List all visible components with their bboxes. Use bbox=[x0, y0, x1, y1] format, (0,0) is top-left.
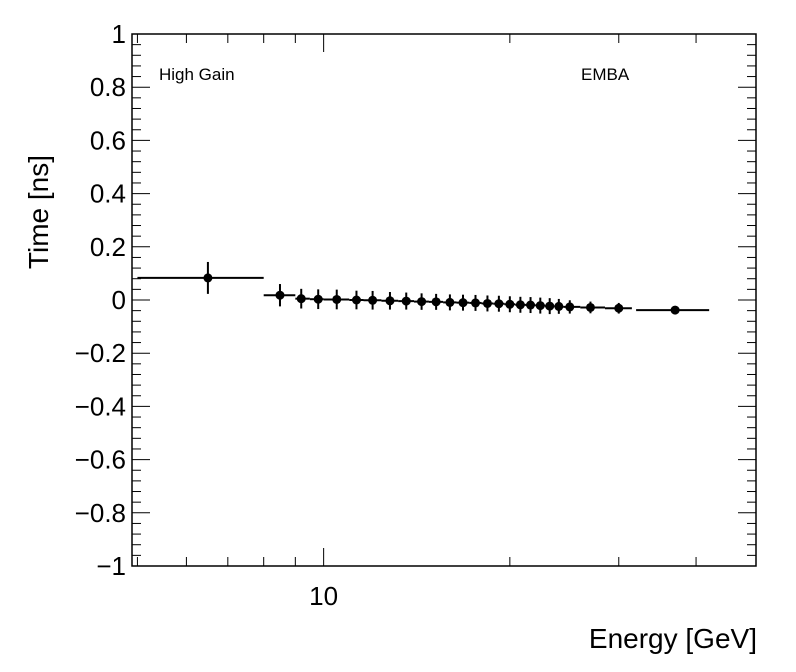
data-point bbox=[516, 300, 525, 309]
y-tick-label: 0.2 bbox=[90, 232, 126, 262]
data-point bbox=[432, 297, 441, 306]
data-point bbox=[536, 301, 545, 310]
annotation-gain: High Gain bbox=[159, 65, 235, 84]
axis-ticks bbox=[132, 34, 756, 566]
data-point bbox=[505, 300, 514, 309]
y-tick-label: −1 bbox=[96, 551, 126, 581]
y-tick-label: 0.8 bbox=[90, 72, 126, 102]
data-point bbox=[526, 301, 535, 310]
data-point bbox=[314, 295, 323, 304]
data-point bbox=[297, 294, 306, 303]
x-axis-title: Energy [GeV] bbox=[589, 623, 757, 654]
y-tick-label: 0.6 bbox=[90, 125, 126, 155]
y-tick-label: 0.4 bbox=[90, 179, 126, 209]
data-point bbox=[554, 302, 563, 311]
data-markers bbox=[137, 262, 709, 315]
data-point bbox=[385, 296, 394, 305]
y-tick-label: 0 bbox=[112, 285, 126, 315]
y-tick-label: −0.2 bbox=[75, 338, 126, 368]
data-point bbox=[445, 298, 454, 307]
data-point bbox=[417, 297, 426, 306]
data-point bbox=[545, 302, 554, 311]
data-point bbox=[671, 306, 680, 315]
y-tick-label: −0.4 bbox=[75, 391, 126, 421]
data-point bbox=[275, 291, 284, 300]
data-point bbox=[368, 296, 377, 305]
data-point bbox=[483, 299, 492, 308]
y-tick-label: −0.6 bbox=[75, 445, 126, 475]
data-point bbox=[586, 303, 595, 312]
y-axis-title: Time [ns] bbox=[23, 155, 54, 269]
data-point bbox=[352, 296, 361, 305]
data-point bbox=[471, 298, 480, 307]
plot-frame bbox=[132, 34, 756, 566]
y-tick-label: −0.8 bbox=[75, 498, 126, 528]
x-tick-labels: 10 bbox=[309, 581, 338, 611]
data-point bbox=[494, 299, 503, 308]
data-point bbox=[402, 297, 411, 306]
data-point bbox=[203, 273, 212, 282]
data-point bbox=[332, 295, 341, 304]
data-point bbox=[614, 304, 623, 313]
data-point bbox=[565, 302, 574, 311]
y-tick-labels: −1 −0.8 −0.6 −0.4 −0.2 0 0.2 0.4 0.6 0.8 1 bbox=[75, 19, 126, 581]
data-point bbox=[459, 298, 468, 307]
chart: −1 −0.8 −0.6 −0.4 −0.2 0 0.2 0.4 0.6 0.8 1 10 Time… bbox=[0, 0, 796, 672]
annotation-module: EMBA bbox=[581, 65, 630, 84]
y-tick-label: 1 bbox=[112, 19, 126, 49]
x-tick-label: 10 bbox=[309, 581, 338, 611]
